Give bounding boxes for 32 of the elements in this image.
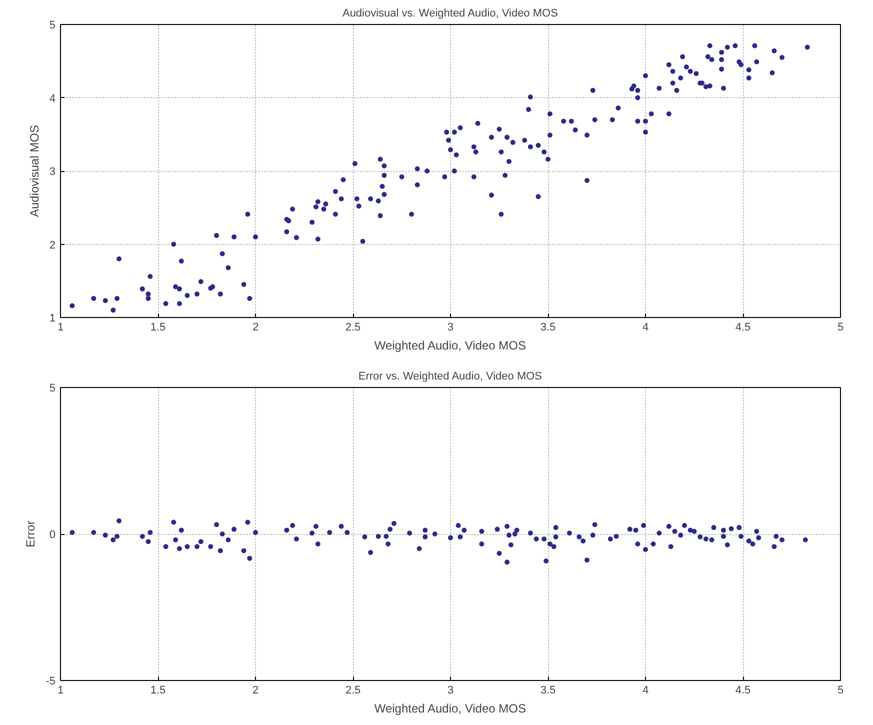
y-axis-title: Audiovisual MOS	[27, 124, 42, 218]
x-axis-title: Weighted Audio, Video MOS	[374, 338, 526, 352]
x-tick-label: 3.5	[540, 684, 556, 696]
y-axis-title: Error	[24, 520, 38, 548]
x-tick-label: 5	[837, 684, 844, 696]
x-tick-label: 1	[57, 684, 64, 696]
x-tick-label: 4	[642, 322, 649, 334]
y-tick-label: 4	[49, 92, 56, 105]
x-tick-label: 4.5	[735, 684, 751, 696]
y-tick-label: 0	[49, 529, 56, 541]
chart-title: Audiovisual vs. Weighted Audio, Video MOS	[342, 8, 558, 20]
x-axis-title: Weighted Audio, Video MOS	[374, 702, 526, 716]
x-tick-label: 1.5	[150, 322, 166, 334]
y-tick-label: 5	[49, 382, 56, 394]
y-tick-label: 2	[49, 239, 56, 252]
x-tick-label: 2	[252, 322, 259, 334]
x-tick-label: 4	[642, 684, 649, 696]
y-tick-label: 3	[49, 166, 56, 178]
x-tick-label: 3.5	[540, 322, 556, 334]
x-tick-label: 3	[447, 322, 454, 334]
y-tick-label: -5	[46, 676, 56, 688]
x-tick-label: 2.5	[345, 322, 361, 334]
x-tick-label: 3	[447, 684, 454, 696]
x-tick-label: 2.5	[345, 684, 361, 696]
y-tick-label: 1	[49, 312, 56, 324]
x-tick-label: 5	[837, 322, 844, 334]
y-tick-label: 5	[49, 20, 56, 32]
chart-title: Error vs. Weighted Audio, Video MOS	[358, 370, 542, 382]
x-tick-label: 1.5	[150, 684, 166, 696]
x-tick-label: 2	[252, 684, 259, 696]
x-tick-label: 4.5	[735, 322, 751, 334]
x-tick-label: 1	[57, 322, 64, 334]
